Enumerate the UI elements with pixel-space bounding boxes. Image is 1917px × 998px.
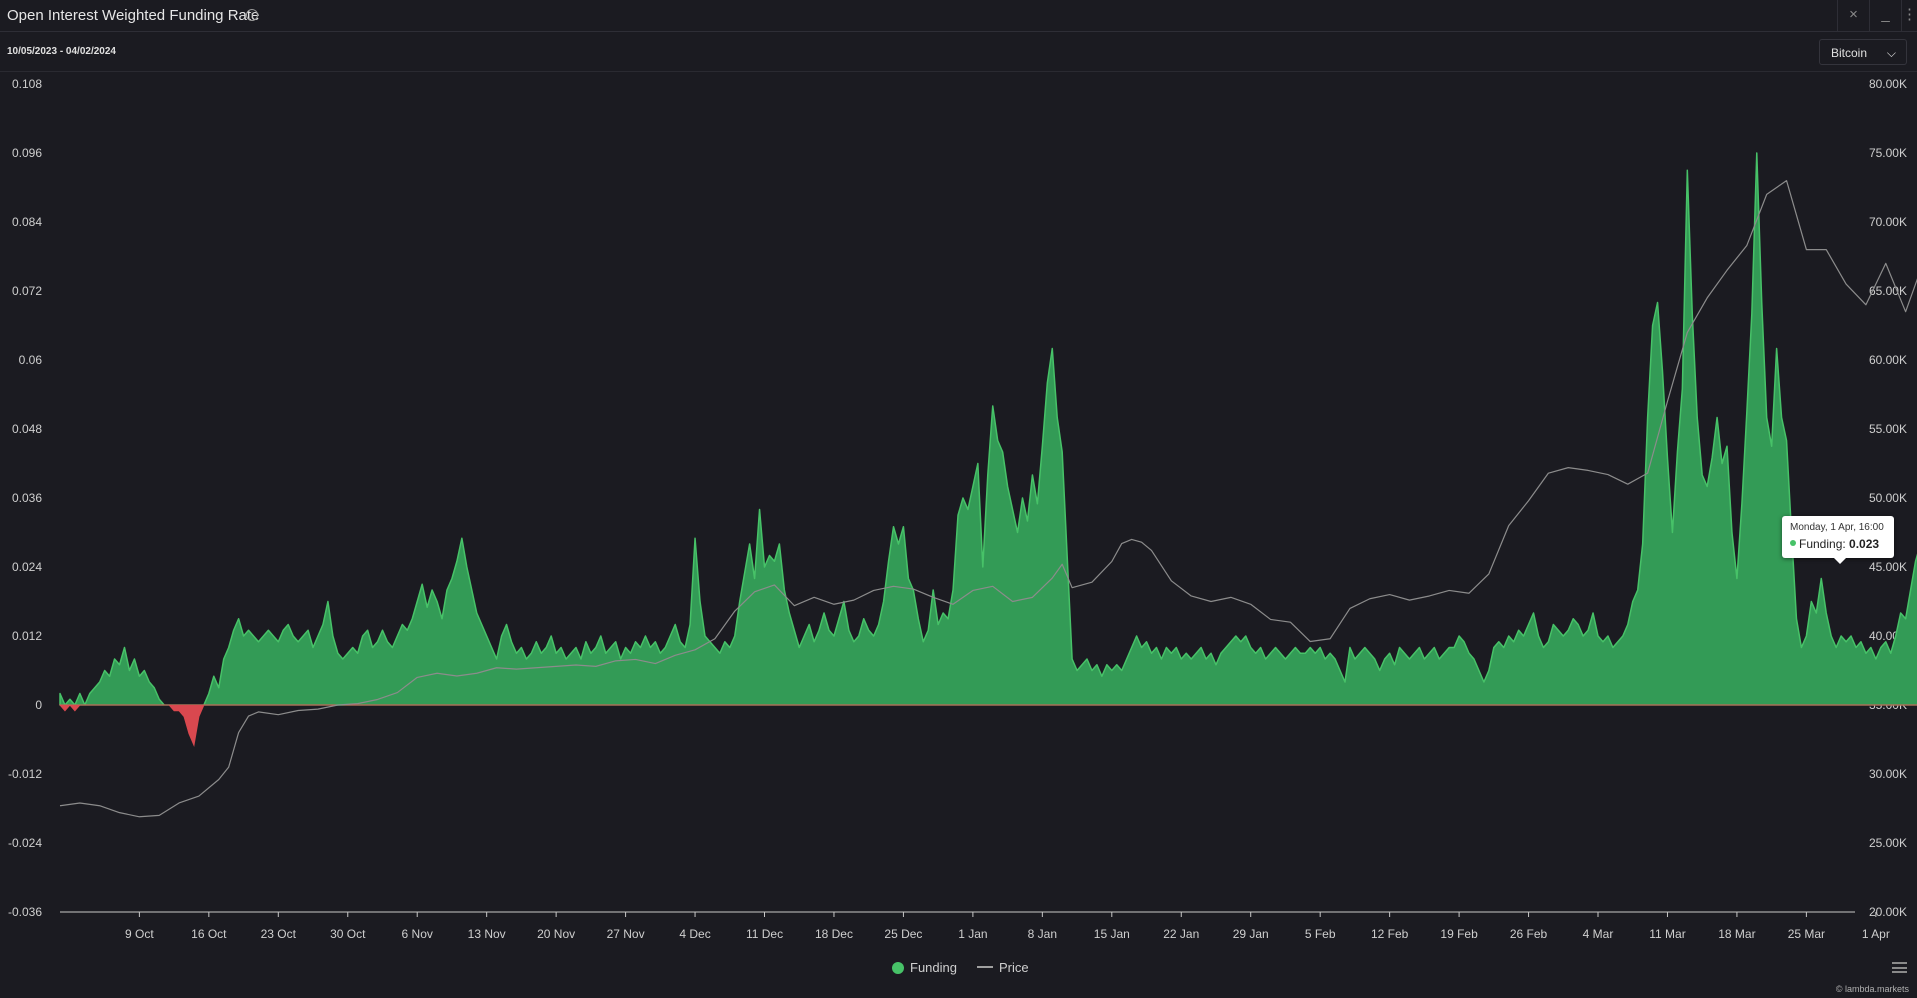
x-axis-tick-label: 22 Jan	[1163, 927, 1199, 941]
left-axis-tick-label: 0.012	[12, 629, 42, 643]
x-axis-tick-label: 27 Nov	[607, 927, 645, 941]
left-axis-tick-label: -0.024	[8, 836, 42, 850]
right-axis-tick-label: 55.00K	[1869, 422, 1907, 436]
left-axis-tick-label: -0.036	[8, 905, 42, 919]
left-axis-tick-label: 0.048	[12, 422, 42, 436]
legend-price-label: Price	[999, 960, 1029, 975]
x-axis-tick-label: 8 Jan	[1028, 927, 1057, 941]
right-axis-tick-label: 70.00K	[1869, 215, 1907, 229]
x-axis-ticks: 9 Oct 16 Oct 23 Oct 30 Oct 6 Nov 13 Nov 20 Nov…	[60, 911, 1890, 941]
asset-select[interactable]: Bitcoin ⌵	[1819, 39, 1907, 65]
x-axis-tick-label: 9 Oct	[125, 927, 154, 941]
more-options-icon[interactable]: ⋮	[1901, 0, 1917, 32]
left-axis-tick-label: -0.012	[8, 767, 42, 781]
tooltip-value-line: Funding: 0.023	[1790, 537, 1879, 551]
x-axis-tick-label: 20 Nov	[537, 927, 575, 941]
x-axis-tick-label: 4 Dec	[679, 927, 710, 941]
legend-funding-label: Funding	[910, 960, 957, 975]
series-layer	[58, 152, 1917, 818]
left-axis-tick-label: 0.096	[12, 146, 42, 160]
x-axis-tick-label: 1 Apr	[1862, 927, 1890, 941]
x-axis-tick-label: 18 Mar	[1718, 927, 1755, 941]
x-axis-tick-label: 29 Jan	[1233, 927, 1269, 941]
right-axis-tick-label: 60.00K	[1869, 353, 1907, 367]
left-axis-tick-label: 0.06	[19, 353, 43, 367]
x-axis-tick-label: 25 Mar	[1788, 927, 1825, 941]
tooltip-series-dot	[1790, 540, 1796, 546]
right-axis-tick-label: 45.00K	[1869, 560, 1907, 574]
x-axis-tick-label: 18 Dec	[815, 927, 853, 941]
close-icon[interactable]: ×	[1837, 0, 1869, 32]
asset-select-value: Bitcoin	[1831, 46, 1868, 60]
right-axis-ticks: 80.00K 75.00K 70.00K 65.00K 60.00K 55.00K 50.0…	[1869, 77, 1907, 919]
x-axis-tick-label: 11 Dec	[746, 927, 783, 941]
x-axis-tick-label: 12 Feb	[1371, 927, 1409, 941]
right-axis-tick-label: 20.00K	[1869, 905, 1907, 919]
tooltip-label: Funding:	[1799, 537, 1846, 551]
panel-header: Open Interest Weighted Funding Rate i × …	[0, 0, 1917, 32]
right-axis-tick-label: 75.00K	[1869, 146, 1907, 160]
left-axis-tick-label: 0.108	[12, 77, 42, 91]
right-axis-tick-label: 80.00K	[1869, 77, 1907, 91]
right-axis-tick-label: 50.00K	[1869, 491, 1907, 505]
price-line	[59, 180, 1917, 818]
x-axis-tick-label: 16 Oct	[191, 927, 227, 941]
x-axis-tick-label: 26 Feb	[1510, 927, 1548, 941]
x-axis-tick-label: 11 Mar	[1649, 927, 1685, 941]
tooltip-value: 0.023	[1849, 537, 1880, 551]
minimize-icon[interactable]: _	[1869, 0, 1901, 32]
legend-item-funding[interactable]: Funding	[892, 960, 957, 975]
funding-negative-area	[58, 704, 1917, 747]
x-axis-tick-label: 19 Feb	[1440, 927, 1478, 941]
right-axis-tick-label: 65.00K	[1869, 284, 1907, 298]
legend-funding-marker	[892, 962, 904, 974]
x-axis-tick-label: 23 Oct	[261, 927, 297, 941]
x-axis-tick-label: 25 Dec	[884, 927, 922, 941]
left-axis-tick-label: 0.084	[12, 215, 42, 229]
left-axis-tick-label: 0.036	[12, 491, 42, 505]
funding-positive-area	[59, 152, 1917, 706]
x-axis-tick-label: 4 Mar	[1583, 927, 1614, 941]
right-axis-tick-label: 30.00K	[1869, 767, 1907, 781]
panel-toolbar: 10/05/2023 - 04/02/2024 Bitcoin ⌵	[0, 32, 1917, 72]
tooltip-date: Monday, 1 Apr, 16:00	[1790, 522, 1884, 533]
legend-price-marker	[977, 966, 993, 968]
date-range-label[interactable]: 10/05/2023 - 04/02/2024	[7, 46, 116, 57]
left-axis-tick-label: 0.024	[12, 560, 42, 574]
hamburger-menu-icon[interactable]	[1892, 962, 1907, 973]
chart-legend: Funding Price	[0, 958, 1917, 980]
chevron-down-icon: ⌵	[1886, 46, 1896, 60]
chart-tooltip: Monday, 1 Apr, 16:00 Funding: 0.023	[1782, 516, 1894, 564]
x-axis-tick-label: 6 Nov	[402, 927, 433, 941]
legend-item-price[interactable]: Price	[977, 960, 1029, 975]
info-icon[interactable]: i	[246, 9, 258, 21]
credit-label: © lambda.markets	[1835, 984, 1909, 994]
x-axis-tick-label: 1 Jan	[958, 927, 987, 941]
right-axis-tick-label: 25.00K	[1869, 836, 1907, 850]
left-axis-tick-label: 0	[35, 698, 42, 712]
x-axis-tick-label: 5 Feb	[1305, 927, 1336, 941]
x-axis-tick-label: 30 Oct	[330, 927, 366, 941]
x-axis-tick-label: 15 Jan	[1094, 927, 1130, 941]
x-axis-tick-label: 13 Nov	[468, 927, 506, 941]
left-axis-tick-label: 0.072	[12, 284, 42, 298]
left-axis-ticks: 0.108 0.096 0.084 0.072 0.06 0.048 0.036 0.024 0…	[8, 77, 42, 919]
panel-title: Open Interest Weighted Funding Rate	[7, 7, 260, 24]
